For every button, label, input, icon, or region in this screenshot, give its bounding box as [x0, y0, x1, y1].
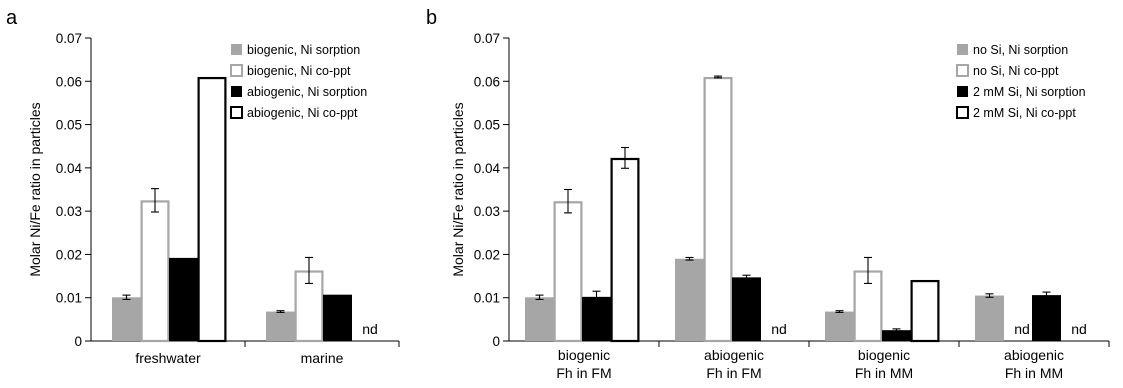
bar — [675, 258, 704, 341]
y-tick-label: 0.06 — [474, 74, 500, 89]
bar — [1032, 295, 1061, 341]
chart-panel-a: 0 0.01 0.02 0.03 0.04 0.05 0.06 0.07 Molar Ni/Fe… — [27, 31, 400, 366]
bar — [703, 76, 733, 343]
bar — [975, 295, 1004, 341]
legend-swatch — [230, 106, 243, 119]
x-category-label-line1: abiogenic — [704, 347, 764, 363]
legend-label: abiogenic, Ni co-ppt — [247, 106, 358, 120]
bar — [732, 277, 761, 341]
x-category-label-line1: biogenic — [558, 347, 610, 363]
y-tick-label: 0.07 — [474, 31, 500, 46]
x-category-label-line1: biogenic — [858, 347, 910, 363]
not-determined-label: nd — [771, 321, 787, 337]
legend: biogenic, Ni sorption biogenic, Ni co-ppt… — [230, 43, 367, 120]
y-tick-label: 0.01 — [56, 291, 82, 306]
y-axis-label: Molar Ni/Fe ratio in particles — [27, 102, 43, 276]
legend-swatch — [957, 44, 968, 55]
chart-panel-b: 0 0.01 0.02 0.03 0.04 0.05 0.06 0.07 Molar Ni/Fe… — [450, 31, 1110, 381]
x-category-label-line2: Fh in FM — [706, 365, 761, 381]
bar — [140, 200, 170, 343]
legend-swatch — [231, 86, 242, 97]
bar — [825, 311, 854, 341]
legend-label: abiogenic, Ni sorption — [247, 85, 367, 99]
bar — [882, 330, 911, 341]
y-tick-label: 0 — [74, 334, 82, 349]
x-category-label-line2: Fh in MM — [855, 365, 913, 381]
y-tick-label: 0.03 — [474, 204, 500, 219]
panel-letter-b: b — [426, 7, 437, 29]
legend-label: no Si, Ni co-ppt — [973, 64, 1059, 78]
x-category-label-line1: abiogenic — [1004, 347, 1064, 363]
not-determined-label: nd — [1014, 321, 1030, 337]
bar — [169, 257, 198, 341]
x-category-label-line2: Fh in MM — [1005, 365, 1063, 381]
legend-label: biogenic, Ni co-ppt — [247, 64, 351, 78]
legend-label: no Si, Ni sorption — [973, 43, 1068, 57]
y-tick-label: 0.02 — [56, 247, 82, 262]
bar — [582, 296, 611, 341]
bar — [266, 311, 295, 341]
x-category-label-line2: Fh in FM — [556, 365, 611, 381]
legend-label: 2 mM Si, Ni sorption — [973, 85, 1086, 99]
y-tick-label: 0.01 — [474, 291, 500, 306]
y-tick-label: 0.04 — [56, 161, 83, 176]
bar — [610, 157, 640, 343]
y-axis-label: Molar Ni/Fe ratio in particles — [450, 102, 466, 276]
panel-letter-a: a — [6, 7, 18, 29]
y-tick-label: 0.06 — [56, 74, 82, 89]
x-category-label: freshwater — [135, 350, 201, 366]
not-determined-label: nd — [1071, 321, 1087, 337]
y-tick-label: 0.03 — [56, 204, 82, 219]
y-tick-label: 0.05 — [56, 118, 82, 133]
y-tick-label: 0.02 — [474, 247, 500, 262]
legend-swatch — [957, 86, 968, 97]
legend-swatch — [956, 64, 969, 77]
y-tick-label: 0.05 — [474, 118, 500, 133]
bar — [910, 279, 940, 343]
not-determined-label: nd — [362, 321, 378, 337]
x-category-label: marine — [301, 350, 344, 366]
legend: no Si, Ni sorption no Si, Ni co-ppt 2 mM S… — [956, 43, 1086, 120]
bar — [112, 297, 141, 341]
legend-swatch — [956, 106, 969, 119]
bar — [323, 294, 352, 341]
y-tick-label: 0.07 — [56, 31, 82, 46]
legend-swatch — [231, 44, 242, 55]
bar — [525, 297, 554, 341]
bar — [553, 201, 583, 343]
y-tick-label: 0.04 — [474, 161, 501, 176]
legend-label: 2 mM Si, Ni co-ppt — [973, 106, 1076, 120]
legend-swatch — [230, 64, 243, 77]
y-tick-label: 0 — [492, 334, 500, 349]
bar — [197, 76, 227, 343]
legend-label: biogenic, Ni sorption — [247, 43, 360, 57]
